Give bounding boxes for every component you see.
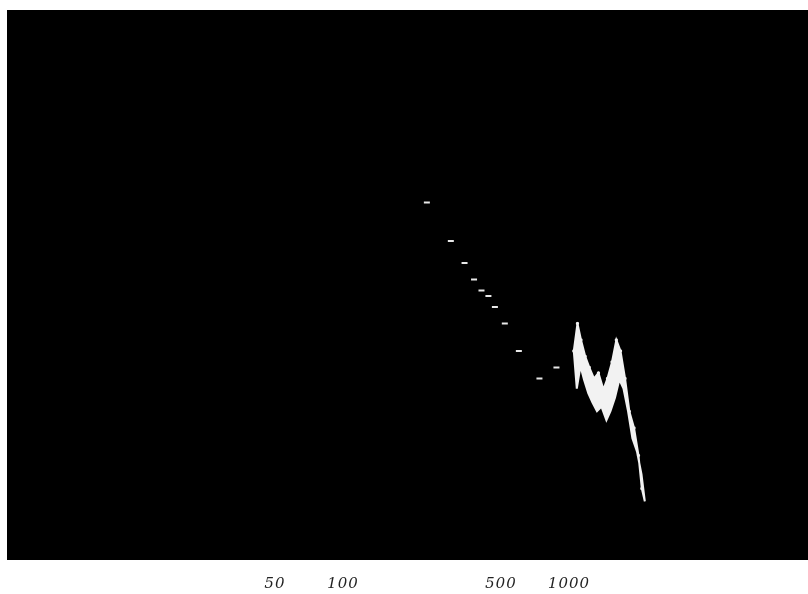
scatter-mark bbox=[423, 201, 430, 204]
series-point bbox=[610, 360, 614, 364]
x-tick-label: 1000 bbox=[548, 574, 590, 592]
scatter-mark bbox=[447, 240, 454, 242]
series-point bbox=[572, 349, 576, 353]
x-tick-label: 500 bbox=[485, 574, 517, 592]
series-point bbox=[601, 387, 606, 392]
series-point bbox=[618, 349, 623, 353]
series-area-0 bbox=[572, 323, 646, 502]
series-point bbox=[640, 486, 644, 491]
scatter-mark bbox=[501, 322, 508, 325]
scatter-mark bbox=[536, 377, 543, 380]
series-point bbox=[627, 409, 631, 414]
scatter-mark bbox=[471, 278, 478, 281]
scatter-mark bbox=[485, 295, 492, 297]
series-point bbox=[592, 376, 596, 381]
scatter-mark bbox=[491, 306, 498, 308]
x-tick-label: 50 bbox=[264, 574, 285, 592]
series-point bbox=[605, 376, 610, 381]
scatter-mark bbox=[461, 262, 468, 264]
scatter-mark bbox=[515, 350, 522, 352]
series-point bbox=[636, 453, 641, 458]
scatter-mark bbox=[553, 366, 560, 369]
plot-panel bbox=[7, 10, 808, 560]
x-tick-labels: 50 100 500 1000 bbox=[264, 574, 590, 592]
series-point bbox=[579, 338, 583, 342]
x-tick-label: 100 bbox=[327, 574, 359, 592]
series-point bbox=[632, 426, 636, 430]
series-point bbox=[596, 371, 601, 375]
scatter-mark bbox=[478, 289, 485, 292]
series-point bbox=[583, 354, 587, 359]
series-point bbox=[623, 376, 627, 381]
series-point bbox=[587, 365, 591, 370]
marks-layer bbox=[423, 201, 646, 502]
series-point bbox=[575, 321, 580, 326]
series-point bbox=[614, 338, 618, 342]
